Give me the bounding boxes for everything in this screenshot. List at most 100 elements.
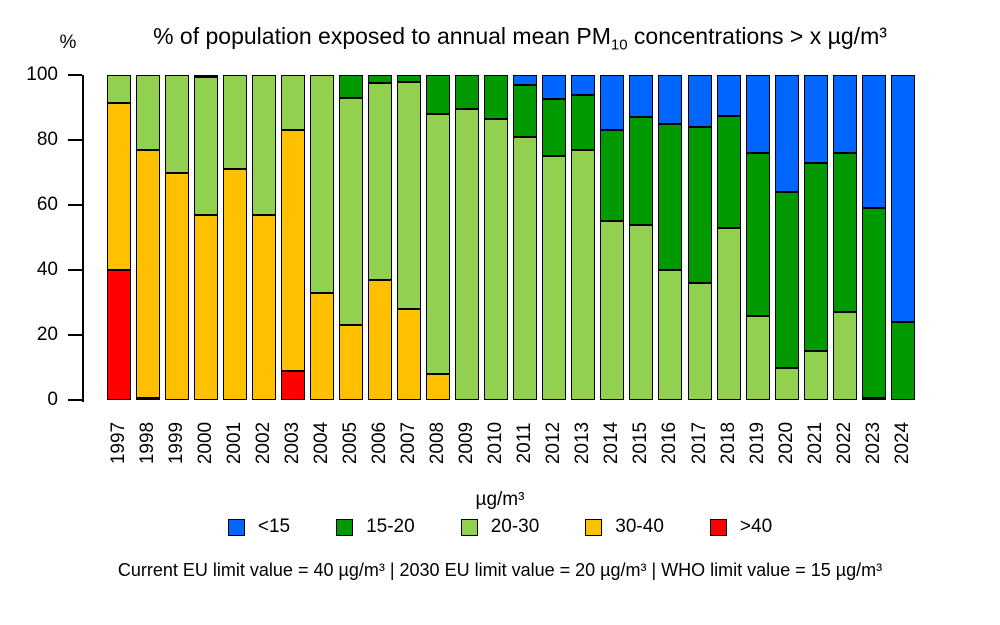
x-tick-label-1999: 1999 xyxy=(165,421,187,465)
x-tick-label-2014: 2014 xyxy=(601,421,623,465)
x-tick-label-2019: 2019 xyxy=(746,421,768,465)
bar-segment-2010-15-20 xyxy=(484,75,509,119)
y-tick-label: 80 xyxy=(36,129,58,150)
bar-segment-2017-<15 xyxy=(687,75,712,127)
x-tick-label-2021: 2021 xyxy=(804,421,826,465)
bar-segment-2016-15-20 xyxy=(658,123,683,270)
bar-segment-2007-30-40 xyxy=(397,309,422,400)
legend-items: <15 15-20 20-30 30-40 >40 xyxy=(0,516,1000,538)
bar-segment-2022-20-30 xyxy=(832,312,857,400)
bar-segment-2023-20-30 xyxy=(861,398,886,401)
bar-segment-2002-30-40 xyxy=(251,214,276,400)
x-tick-label-2020: 2020 xyxy=(775,421,797,465)
x-tick-label-1998: 1998 xyxy=(136,421,158,465)
bar-segment-2004-20-30 xyxy=(309,75,334,293)
bar-segment-2011-<15 xyxy=(513,75,538,85)
bar-segment-2017-20-30 xyxy=(687,283,712,400)
bar-segment-2006-20-30 xyxy=(367,83,392,280)
x-tick-label-2018: 2018 xyxy=(717,421,739,465)
bar-segment-1999-30-40 xyxy=(164,172,189,400)
legend-label: 30-40 xyxy=(615,516,664,537)
bar-segment-2003-30-40 xyxy=(280,130,305,371)
bar-segment-2021-20-30 xyxy=(803,351,828,400)
bar-segment-1997->40 xyxy=(106,270,131,400)
bar-segment-2017-15-20 xyxy=(687,127,712,283)
x-tick-label-2005: 2005 xyxy=(339,421,361,465)
bar-segment-2013-15-20 xyxy=(571,94,596,150)
y-tick xyxy=(68,139,82,141)
bar-segment-2024-15-20 xyxy=(890,322,915,400)
bar-segment-2020-<15 xyxy=(774,75,799,192)
y-tick-label: 100 xyxy=(26,64,58,85)
bar-segment-2018-<15 xyxy=(716,75,741,116)
legend-item-15-20: 15-20 xyxy=(336,516,415,538)
bar-segment-2016-<15 xyxy=(658,75,683,124)
x-tick-label-1997: 1997 xyxy=(107,421,129,465)
y-tick-label: 20 xyxy=(36,324,58,345)
bar-segment-2009-20-30 xyxy=(455,109,480,400)
bar-segment-2008-30-40 xyxy=(426,374,451,400)
bar-segment-2020-15-20 xyxy=(774,192,799,368)
legend-label: <15 xyxy=(257,516,291,537)
y-axis xyxy=(82,75,84,402)
bar-segment-1998-20-30 xyxy=(135,75,160,150)
bar-segment-2000-20-30 xyxy=(193,76,218,215)
bar-segment-2005-20-30 xyxy=(338,97,363,326)
x-tick-label-2011: 2011 xyxy=(514,422,536,464)
bar-segment-2001-30-40 xyxy=(222,169,247,400)
legend-item-20-30: 20-30 xyxy=(460,516,540,538)
bar-segment-2006-15-20 xyxy=(367,75,392,84)
y-tick xyxy=(68,204,82,206)
bar-segment-1999-20-30 xyxy=(164,75,189,173)
x-tick-label-2006: 2006 xyxy=(368,421,390,465)
bar-segment-2013-<15 xyxy=(571,75,596,95)
bar-segment-2024-<15 xyxy=(890,75,915,322)
x-tick-label-2024: 2024 xyxy=(891,421,913,465)
y-tick-label: 0 xyxy=(47,389,58,410)
bar-segment-2018-20-30 xyxy=(716,227,741,400)
bar-segment-1998-30-40 xyxy=(135,149,160,399)
y-axis-label: % xyxy=(59,32,77,53)
bar-segment-2012-20-30 xyxy=(542,156,567,400)
legend-swatch-icon xyxy=(336,518,354,536)
x-tick-label-2013: 2013 xyxy=(572,421,594,465)
chart-title-subscript: 10 xyxy=(610,36,628,54)
bar-segment-2000-15-20 xyxy=(193,75,218,77)
x-tick-label-2023: 2023 xyxy=(862,421,884,465)
x-tick-label-2017: 2017 xyxy=(688,421,710,465)
bar-segment-2012-15-20 xyxy=(542,99,567,157)
bar-segment-2007-20-30 xyxy=(397,81,422,309)
bar-segment-2019-20-30 xyxy=(745,315,770,400)
bar-segment-2009-15-20 xyxy=(455,75,480,110)
bar-segment-2022-15-20 xyxy=(832,153,857,313)
x-tick-label-2016: 2016 xyxy=(659,421,681,465)
legend-title: µg/m³ xyxy=(475,489,525,510)
x-tick-label-2012: 2012 xyxy=(543,421,565,465)
bar-segment-2014-15-20 xyxy=(600,130,625,222)
bar-segment-2018-15-20 xyxy=(716,115,741,228)
legend: µg/m³ <15 15-20 20-30 30-40 >40 xyxy=(0,488,1000,538)
bar-segment-2008-20-30 xyxy=(426,114,451,374)
legend-swatch-icon xyxy=(227,518,245,536)
y-tick-label: 60 xyxy=(36,194,58,215)
bar-segment-2012-<15 xyxy=(542,75,567,100)
bar-segment-2019-15-20 xyxy=(745,153,770,316)
x-tick-label-2008: 2008 xyxy=(427,421,449,465)
legend-swatch-icon xyxy=(709,518,727,536)
y-tick xyxy=(68,74,82,76)
legend-label: 15-20 xyxy=(366,516,415,537)
x-tick-label-2000: 2000 xyxy=(194,421,216,465)
bar-segment-2022-<15 xyxy=(832,75,857,153)
legend-item-30-40: 30-40 xyxy=(585,516,664,538)
bar-segment-2003-20-30 xyxy=(280,75,305,131)
bar-segment-2001-20-30 xyxy=(222,75,247,170)
bar-segment-2015-20-30 xyxy=(629,224,654,400)
x-tick-label-2001: 2001 xyxy=(223,421,245,465)
legend-label: 20-30 xyxy=(490,516,540,537)
legend-item->40: >40 xyxy=(709,516,772,538)
x-tick-label-2010: 2010 xyxy=(485,421,507,465)
x-tick-label-2015: 2015 xyxy=(630,421,652,465)
legend-swatch-icon xyxy=(585,518,603,536)
bar-segment-2000-30-40 xyxy=(193,214,218,400)
